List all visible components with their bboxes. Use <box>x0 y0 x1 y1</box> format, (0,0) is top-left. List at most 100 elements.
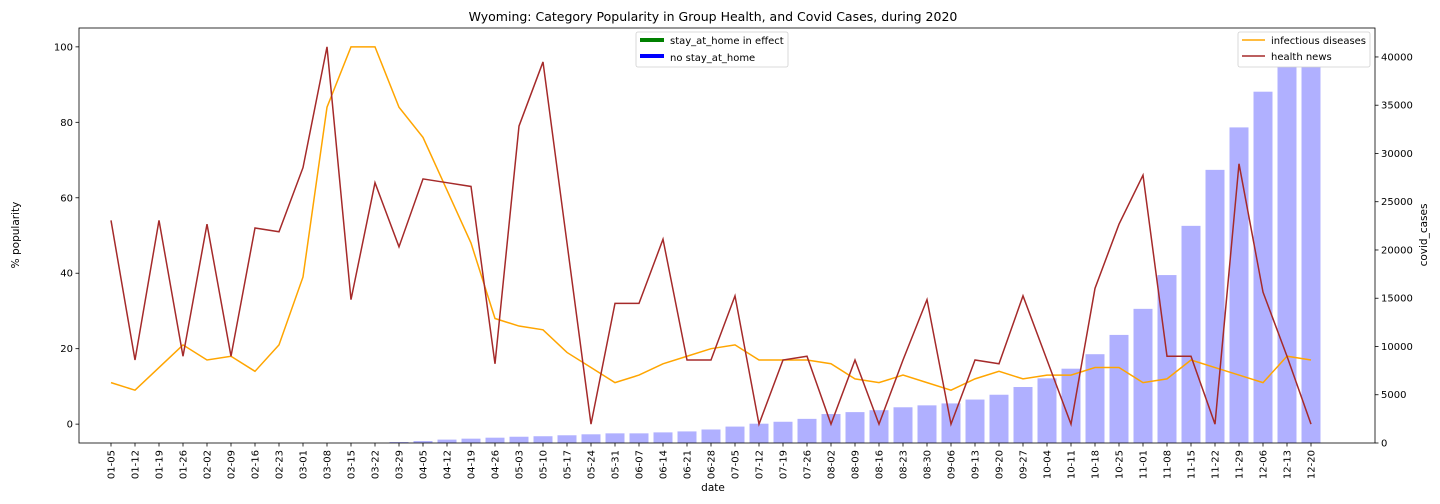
y-right-tick-label: 15000 <box>1381 294 1413 305</box>
x-tick-label: 09-20 <box>995 450 1006 479</box>
x-tick-label: 04-05 <box>419 450 430 479</box>
y-left-tick-label: 20 <box>60 344 73 355</box>
x-tick-label: 11-01 <box>1139 450 1150 479</box>
x-tick-label: 02-02 <box>203 450 214 479</box>
x-tick-label: 01-05 <box>107 450 118 479</box>
bar-08-09 <box>845 412 865 443</box>
x-tick-label: 06-14 <box>659 450 670 479</box>
bar-08-30 <box>917 405 937 443</box>
bar-10-18 <box>1085 354 1105 443</box>
x-tick-label: 09-27 <box>1019 450 1030 479</box>
y-axis-right-label: covid_cases <box>1418 204 1430 267</box>
y-left-tick-label: 60 <box>60 193 73 204</box>
bar-07-19 <box>773 421 793 443</box>
legend-label-health-news: health news <box>1271 52 1332 63</box>
y-right-tick-label: 0 <box>1381 439 1387 450</box>
x-tick-label: 03-01 <box>299 450 310 479</box>
x-tick-label: 04-19 <box>467 450 478 479</box>
y-left-tick-label: 40 <box>60 269 73 280</box>
x-tick-label: 10-18 <box>1091 450 1102 479</box>
x-tick-label: 08-02 <box>827 450 838 479</box>
bar-04-19 <box>461 438 481 443</box>
y-right-tick-label: 20000 <box>1381 245 1413 256</box>
y-left-tick-label: 80 <box>60 118 73 129</box>
x-tick-label: 05-17 <box>563 450 574 479</box>
x-tick-label: 04-26 <box>491 450 502 479</box>
x-tick-label: 08-23 <box>899 450 910 479</box>
bar-05-24 <box>581 434 601 443</box>
x-tick-label: 05-24 <box>587 450 598 479</box>
x-tick-label: 11-22 <box>1211 450 1222 479</box>
bar-05-10 <box>533 436 553 443</box>
bar-08-16 <box>869 410 889 443</box>
legend-label-infectious-diseases: infectious diseases <box>1271 36 1366 47</box>
y-left-tick-label: 100 <box>54 42 73 53</box>
series-line-infectious-diseases <box>110 46 1312 392</box>
bar-12-13 <box>1277 63 1297 444</box>
bar-07-05 <box>725 426 745 443</box>
bar-04-26 <box>485 437 505 443</box>
bar-09-27 <box>1013 387 1033 443</box>
legend-label-stay-at-home: stay_at_home in effect <box>670 36 784 47</box>
x-tick-label: 11-15 <box>1187 450 1198 479</box>
bar-05-17 <box>557 435 577 443</box>
bar-05-03 <box>509 436 529 443</box>
x-tick-label: 02-09 <box>227 450 238 479</box>
bar-12-06 <box>1253 91 1273 443</box>
bar-09-13 <box>965 399 985 443</box>
y-axis-left-label: % popularity <box>10 202 22 269</box>
x-tick-label: 08-16 <box>875 450 886 479</box>
x-axis-label: date <box>701 482 725 494</box>
x-tick-label: 08-30 <box>923 450 934 479</box>
y-right-tick-label: 10000 <box>1381 342 1413 353</box>
legend-label-no-stay-at-home: no stay_at_home <box>670 53 755 64</box>
bar-06-07 <box>629 433 649 443</box>
x-tick-label: 06-28 <box>707 450 718 479</box>
x-tick-label: 07-26 <box>803 450 814 479</box>
x-tick-label: 05-10 <box>539 450 550 479</box>
bar-04-12 <box>437 439 457 443</box>
y-right-tick-label: 35000 <box>1381 101 1413 112</box>
x-axis: 01-05 01-12 01-19 01-26 02-02 02-09 02-16 02-23… <box>107 443 1318 479</box>
x-tick-label: 03-22 <box>371 450 382 479</box>
x-tick-label: 03-08 <box>323 450 334 479</box>
series-line-health-news <box>110 46 1312 427</box>
x-tick-label: 01-19 <box>155 450 166 479</box>
bar-05-31 <box>605 433 625 443</box>
bar-06-28 <box>701 429 721 443</box>
y-right-tick-label: 5000 <box>1381 390 1406 401</box>
legend-series: infectious diseases health news <box>1237 31 1371 68</box>
bar-10-04 <box>1037 378 1057 443</box>
y-right-tick-label: 40000 <box>1381 52 1413 63</box>
bar-08-02 <box>821 414 841 443</box>
y-left-tick-label: 0 <box>67 420 73 431</box>
x-tick-label: 01-12 <box>131 450 142 479</box>
bar-10-11 <box>1061 368 1081 443</box>
x-tick-label: 03-29 <box>395 450 406 479</box>
x-tick-label: 06-07 <box>635 450 646 479</box>
x-tick-label: 07-12 <box>755 450 766 479</box>
bar-03-29 <box>389 442 409 443</box>
x-tick-label: 05-03 <box>515 450 526 479</box>
bar-07-26 <box>797 418 817 443</box>
x-tick-label: 01-26 <box>179 450 190 479</box>
x-tick-label: 12-06 <box>1259 450 1270 479</box>
bar-09-20 <box>989 394 1009 443</box>
bar-11-08 <box>1157 275 1177 443</box>
x-tick-label: 02-16 <box>251 450 262 479</box>
x-tick-label: 02-23 <box>275 450 286 479</box>
plot-frame <box>78 27 1376 444</box>
lines-layer <box>110 46 1312 427</box>
x-tick-label: 06-21 <box>683 450 694 479</box>
bar-11-22 <box>1205 169 1225 443</box>
x-tick-label: 10-25 <box>1115 450 1126 479</box>
x-tick-label: 09-13 <box>971 450 982 479</box>
y-axis-right: 0 5000 10000 15000 20000 25000 30000 35000 40000 <box>1375 52 1413 450</box>
bar-11-01 <box>1133 308 1153 443</box>
y-axis-left: 0 20 40 60 80 100 <box>54 42 79 431</box>
x-tick-label: 12-20 <box>1307 450 1318 479</box>
bar-04-05 <box>413 441 433 443</box>
bar-10-25 <box>1109 334 1129 443</box>
bar-07-12 <box>749 423 769 443</box>
x-tick-label: 09-06 <box>947 450 958 479</box>
